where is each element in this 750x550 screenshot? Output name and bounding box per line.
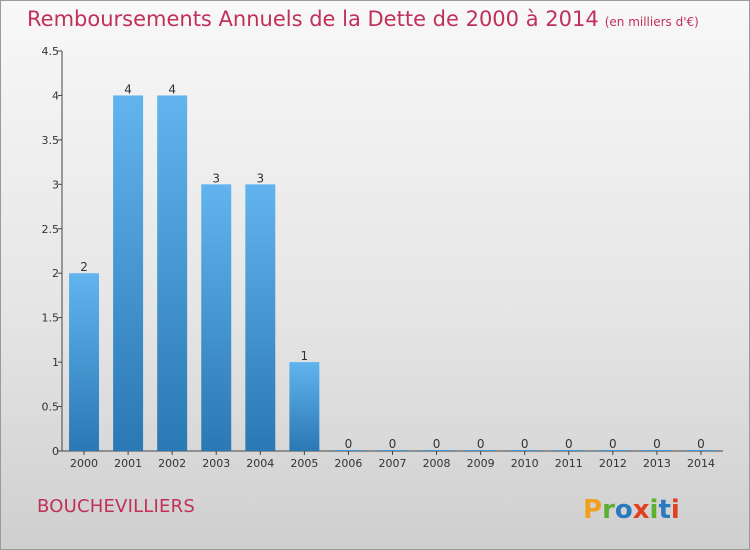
chart-title: Remboursements Annuels de la Dette de 20… xyxy=(27,7,699,31)
y-tick-label: 0 xyxy=(52,445,59,458)
data-label-2014: 0 xyxy=(697,437,705,451)
data-label-2008: 0 xyxy=(433,437,441,451)
y-tick-label: 2.5 xyxy=(42,223,60,236)
title-unit: (en milliers d'€) xyxy=(604,15,699,29)
x-tick-label-2012: 2012 xyxy=(599,457,627,470)
x-tick-label-2002: 2002 xyxy=(158,457,186,470)
logo-letter: i xyxy=(671,495,680,525)
data-label-2007: 0 xyxy=(389,437,397,451)
logo-letter: i xyxy=(650,495,659,525)
x-tick-label-2007: 2007 xyxy=(379,457,407,470)
y-tick-label: 3.5 xyxy=(42,134,60,147)
y-tick-label: 1 xyxy=(52,356,59,369)
data-label-2002: 4 xyxy=(168,82,176,96)
data-label-2012: 0 xyxy=(609,437,617,451)
x-tick-labels: 2000 2001 2002 2003 2004 2005 2006 2007 2008 2009… xyxy=(70,451,715,470)
svg-text:Proxiti: Proxiti xyxy=(583,495,680,525)
bar-2006 xyxy=(333,450,364,451)
x-tick-label-2014: 2014 xyxy=(687,457,715,470)
title-text: Remboursements Annuels de la Dette de 20… xyxy=(27,7,599,31)
bar-2004 xyxy=(245,184,276,452)
bar-2008 xyxy=(421,450,452,451)
y-tick-label: 2 xyxy=(52,267,59,280)
data-labels: 2 4 4 3 3 1 0 0 0 0 0 0 0 0 0 xyxy=(80,82,705,451)
bar-2011 xyxy=(553,450,584,451)
x-tick-label-2008: 2008 xyxy=(423,457,451,470)
bar-2013 xyxy=(641,450,672,451)
data-label-2005: 1 xyxy=(301,349,309,363)
x-tick-label-2011: 2011 xyxy=(555,457,583,470)
proxiti-logo: Proxiti xyxy=(583,495,680,525)
y-tick-label: 3 xyxy=(52,178,59,191)
bar-2009 xyxy=(465,450,496,451)
y-tick-label: 4 xyxy=(52,89,59,102)
data-label-2001: 4 xyxy=(124,82,132,96)
y-tick-labels: 0 0.5 1 1.5 2 2.5 3 3.5 4 4.5 xyxy=(42,45,62,458)
x-tick-label-2004: 2004 xyxy=(246,457,274,470)
bar-2003 xyxy=(201,184,232,452)
x-tick-label-2009: 2009 xyxy=(467,457,495,470)
data-label-2006: 0 xyxy=(345,437,353,451)
x-tick-label-2001: 2001 xyxy=(114,457,142,470)
data-label-2011: 0 xyxy=(565,437,573,451)
data-label-2004: 3 xyxy=(256,171,264,185)
data-label-2003: 3 xyxy=(212,171,220,185)
bar-2005 xyxy=(289,362,320,451)
x-tick-label-2003: 2003 xyxy=(202,457,230,470)
x-tick-label-2000: 2000 xyxy=(70,457,98,470)
logo-letter: x xyxy=(633,495,650,525)
logo-letter: r xyxy=(602,495,615,525)
data-label-2009: 0 xyxy=(477,437,485,451)
x-tick-label-2013: 2013 xyxy=(643,457,671,470)
bar-2014 xyxy=(685,450,716,451)
bars xyxy=(69,95,716,452)
bar-2000 xyxy=(69,273,100,451)
bar-2002 xyxy=(157,95,188,451)
bar-2012 xyxy=(597,450,628,451)
x-tick-label-2005: 2005 xyxy=(290,457,318,470)
data-label-2000: 2 xyxy=(80,260,88,274)
y-tick-label: 0.5 xyxy=(42,401,60,414)
y-tick-label: 4.5 xyxy=(42,45,60,58)
logo-letter: o xyxy=(615,495,633,525)
bar-2001 xyxy=(113,95,144,451)
x-tick-label-2010: 2010 xyxy=(511,457,539,470)
logo-letter: P xyxy=(583,495,602,525)
data-label-2013: 0 xyxy=(653,437,661,451)
logo-letter: t xyxy=(658,495,670,525)
x-tick-label-2006: 2006 xyxy=(334,457,362,470)
bar-2010 xyxy=(509,450,540,451)
commune-name: BOUCHEVILLIERS xyxy=(37,496,195,517)
y-tick-label: 1.5 xyxy=(42,312,60,325)
data-label-2010: 0 xyxy=(521,437,529,451)
bar-2007 xyxy=(377,450,408,451)
